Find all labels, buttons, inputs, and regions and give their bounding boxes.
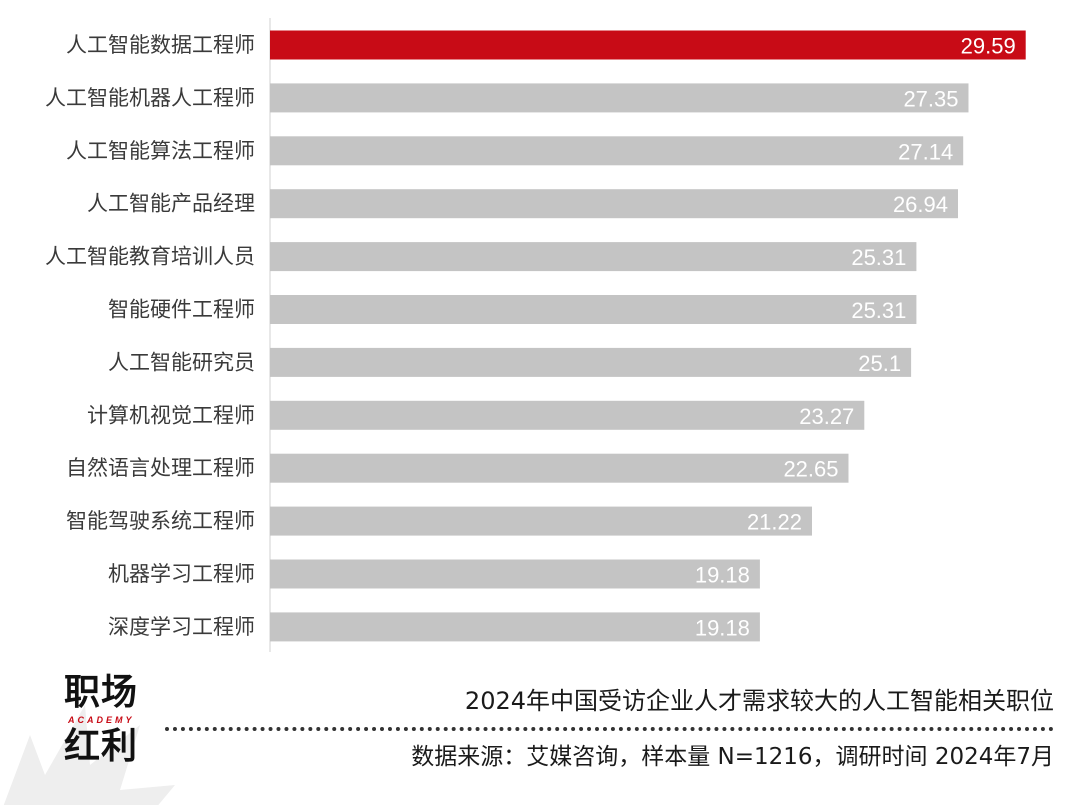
- bar-6: [270, 295, 917, 324]
- data-source: 数据来源：艾媒咨询，样本量 N=1216，调研时间 2024年7月: [411, 744, 1054, 770]
- category-label-8: 计算机视觉工程师: [87, 403, 255, 427]
- category-label-2: 人工智能机器人工程师: [45, 86, 255, 110]
- logo-sub-text: ACADEMY: [68, 715, 135, 725]
- category-label-9: 自然语言处理工程师: [66, 456, 255, 480]
- bars: 人工智能数据工程师 29.59 人工智能机器人工程师 27.35 人工智能算法工程师 27…: [45, 30, 1026, 642]
- dotted-divider: [165, 727, 1054, 731]
- bar-11: [270, 559, 760, 589]
- category-label-5: 人工智能教育培训人员: [45, 245, 255, 269]
- brand-logo: 职场 ACADEMY 红利: [64, 673, 164, 788]
- category-label-6: 智能硬件工程师: [108, 298, 255, 322]
- bar-10: [270, 506, 812, 536]
- bar-7: [270, 347, 912, 377]
- bar-12: [270, 612, 760, 642]
- category-label-1: 人工智能数据工程师: [66, 33, 255, 57]
- bar-8: [270, 400, 865, 430]
- logo-burst-decoration: [3, 705, 175, 805]
- category-label-7: 人工智能研究员: [108, 350, 255, 374]
- value-label-7: 25.1: [858, 351, 901, 376]
- logo-top-text: 职场: [64, 672, 139, 713]
- logo-bottom-text: 红利: [64, 726, 139, 767]
- category-label-4: 人工智能产品经理: [87, 192, 255, 216]
- category-label-3: 人工智能算法工程师: [66, 139, 255, 163]
- value-label-12: 19.18: [695, 615, 750, 640]
- bar-3: [270, 136, 964, 166]
- category-label-12: 深度学习工程师: [108, 615, 255, 639]
- value-label-9: 22.65: [783, 457, 838, 482]
- value-label-8: 23.27: [799, 404, 854, 429]
- figure-title: 2024年中国受访企业人才需求较大的人工智能相关职位: [464, 687, 1054, 715]
- bar-chart: 人工智能数据工程师 29.59 人工智能机器人工程师 27.35 人工智能算法工程师 27…: [45, 18, 1026, 652]
- category-label-10: 智能驾驶系统工程师: [66, 509, 255, 533]
- value-label-5: 25.31: [851, 245, 906, 270]
- bar-5: [270, 242, 917, 272]
- bar-9: [270, 453, 849, 483]
- footer: 职场 ACADEMY 红利 2024年中国受访企业人才需求较大的人工智能相关职位…: [0, 665, 1080, 805]
- value-label-10: 21.22: [747, 510, 802, 535]
- value-label-11: 19.18: [695, 563, 750, 588]
- value-label-6: 25.31: [851, 298, 906, 323]
- category-label-11: 机器学习工程师: [108, 562, 255, 586]
- bar-4: [270, 189, 958, 219]
- value-label-2: 27.35: [903, 86, 958, 111]
- value-label-3: 27.14: [898, 139, 953, 164]
- bar-1: [270, 30, 1026, 60]
- value-label-4: 26.94: [893, 192, 948, 217]
- value-label-1: 29.59: [961, 34, 1016, 59]
- bar-2: [270, 83, 969, 113]
